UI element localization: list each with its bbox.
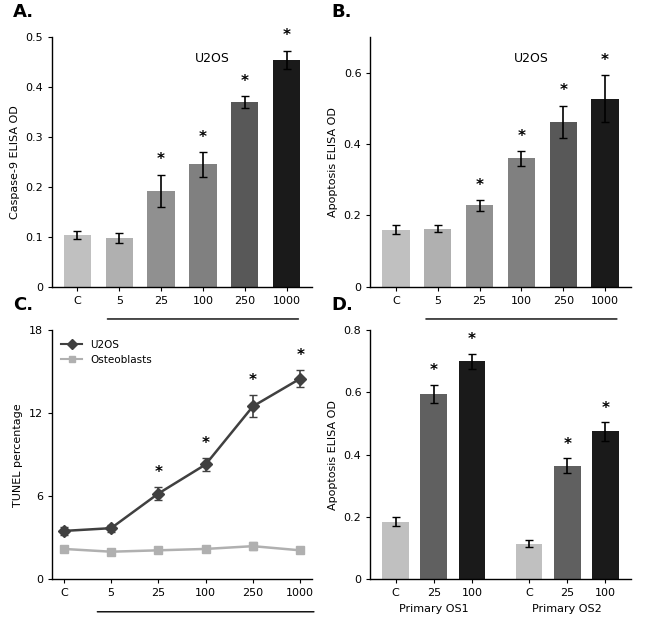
- Text: *: *: [563, 437, 571, 452]
- Text: Primary OS2: Primary OS2: [532, 604, 602, 614]
- Bar: [424, 229, 451, 287]
- Text: CZ415 (nM), 48 hrs: CZ415 (nM), 48 hrs: [467, 341, 575, 351]
- Bar: [592, 98, 619, 287]
- Bar: [458, 361, 486, 579]
- Text: U2OS: U2OS: [514, 52, 549, 65]
- Text: U2OS: U2OS: [195, 52, 230, 65]
- Bar: [421, 394, 447, 579]
- Text: *: *: [283, 29, 291, 44]
- Text: A.: A.: [13, 4, 34, 21]
- Y-axis label: Apoptosis ELISA OD: Apoptosis ELISA OD: [328, 107, 338, 217]
- Text: *: *: [296, 348, 304, 363]
- Bar: [592, 431, 619, 579]
- Bar: [148, 191, 175, 287]
- Text: *: *: [601, 53, 609, 68]
- Bar: [466, 206, 493, 287]
- Text: *: *: [154, 465, 162, 480]
- Bar: [64, 235, 91, 287]
- Text: *: *: [157, 153, 165, 168]
- Text: Primary OS1: Primary OS1: [399, 604, 469, 614]
- Bar: [554, 466, 580, 579]
- Text: CZ415 (nM), 48 hrs: CZ415 (nM), 48 hrs: [149, 341, 257, 351]
- Y-axis label: Caspase-9 ELISA OD: Caspase-9 ELISA OD: [10, 105, 20, 219]
- Text: *: *: [202, 435, 210, 450]
- Text: *: *: [476, 178, 484, 193]
- Text: *: *: [517, 129, 525, 144]
- Legend: U2OS, Osteoblasts: U2OS, Osteoblasts: [57, 335, 157, 369]
- Y-axis label: TUNEL percentage: TUNEL percentage: [13, 403, 23, 506]
- Text: *: *: [430, 363, 438, 378]
- Bar: [550, 121, 577, 287]
- Bar: [515, 543, 543, 579]
- Bar: [508, 158, 535, 287]
- Bar: [231, 102, 258, 287]
- Bar: [189, 164, 216, 287]
- Bar: [106, 238, 133, 287]
- Text: *: *: [559, 83, 567, 98]
- Text: *: *: [199, 130, 207, 145]
- Text: *: *: [601, 401, 609, 416]
- Text: D.: D.: [332, 297, 354, 314]
- Bar: [382, 230, 410, 287]
- Y-axis label: Apoptosis ELISA OD: Apoptosis ELISA OD: [328, 400, 338, 510]
- Text: C.: C.: [13, 297, 33, 314]
- Bar: [273, 60, 300, 287]
- Bar: [382, 522, 409, 579]
- Text: *: *: [249, 373, 257, 388]
- Text: *: *: [240, 74, 249, 88]
- Text: B.: B.: [332, 4, 352, 21]
- Text: *: *: [468, 332, 476, 348]
